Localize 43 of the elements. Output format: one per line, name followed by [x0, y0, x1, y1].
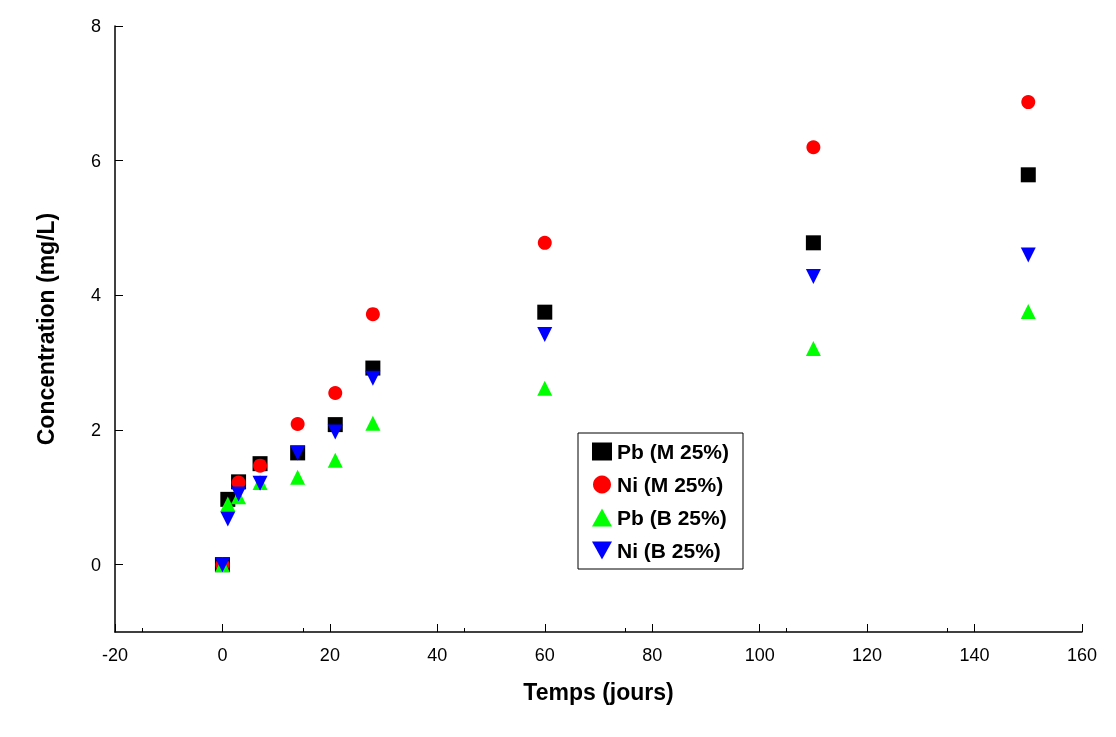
- point: [220, 511, 236, 527]
- x-tick-label: 100: [744, 645, 775, 665]
- point: [805, 341, 821, 357]
- y-tick-label: 8: [90, 16, 101, 36]
- legend-label: Ni (B 25%): [617, 539, 721, 562]
- point: [1020, 303, 1036, 319]
- y-axis-title: Concentration (mg/L): [32, 212, 59, 446]
- x-tick-label: 0: [217, 645, 228, 665]
- x-tick-label: 40: [427, 645, 448, 665]
- x-tick-label: -20: [101, 645, 129, 665]
- legend-label: Pb (B 25%): [617, 506, 727, 529]
- point: [806, 140, 821, 155]
- point: [537, 380, 553, 396]
- x-tick-label: 20: [319, 645, 340, 665]
- y-tick-label: 0: [90, 554, 101, 575]
- point: [290, 469, 306, 485]
- point: [327, 424, 343, 440]
- point: [327, 452, 343, 468]
- y-tick-label: 6: [90, 150, 101, 171]
- point: [290, 416, 305, 431]
- x-tick-label: 80: [642, 645, 663, 665]
- point: [805, 268, 821, 284]
- legend-label: Pb (M 25%): [617, 440, 730, 463]
- point: [328, 385, 343, 400]
- point: [365, 370, 381, 386]
- x-tick-label: 60: [534, 645, 555, 665]
- point: [365, 415, 381, 431]
- point: [365, 307, 380, 322]
- point: [1020, 247, 1036, 263]
- y-tick-label: 2: [90, 420, 101, 440]
- point: [537, 304, 553, 320]
- point: [537, 326, 553, 342]
- point: [220, 496, 236, 512]
- x-tick-label: 120: [852, 645, 883, 665]
- point: [1021, 95, 1036, 110]
- legend-label: Ni (M 25%): [617, 473, 724, 496]
- y-tick-label: 4: [90, 285, 101, 306]
- x-tick-label: 160: [1066, 645, 1098, 665]
- point: [537, 235, 552, 250]
- x-axis-title: Temps (jours): [523, 678, 674, 705]
- x-tick-label: 140: [959, 645, 990, 665]
- point: [805, 235, 821, 251]
- point: [1020, 167, 1036, 183]
